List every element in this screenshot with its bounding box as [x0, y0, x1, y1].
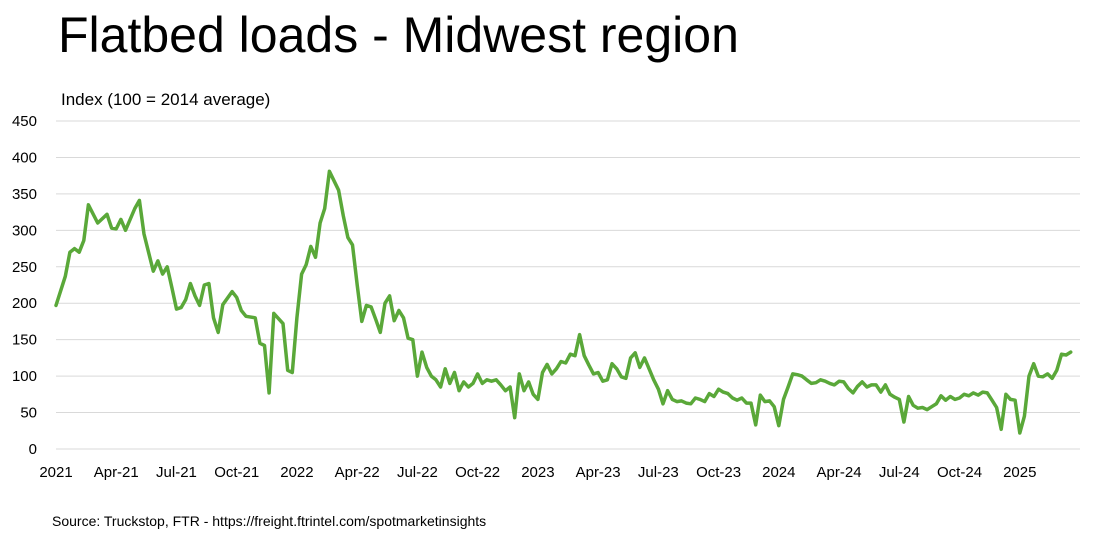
x-tick-label: Jul-24: [879, 464, 920, 481]
x-tick-label: Oct-22: [455, 464, 500, 481]
x-tick-label: Apr-24: [817, 464, 862, 481]
x-axis-ticks: 2021 Apr-21 Jul-21 Oct-21 2022 Apr-22 Jul-22 Oc…: [39, 464, 1036, 481]
y-tick-label: 50: [20, 405, 37, 422]
series-line: [54, 169, 1073, 435]
x-tick-label: 2025: [1003, 464, 1036, 481]
x-tick-label: Apr-22: [335, 464, 380, 481]
x-tick-label: Jul-23: [638, 464, 679, 481]
x-tick-label: 2021: [39, 464, 72, 481]
x-tick-label: Oct-21: [214, 464, 259, 481]
y-tick-label: 350: [12, 186, 37, 203]
y-tick-label: 100: [12, 368, 37, 385]
y-axis-ticks: 0 50 100 150 200 250 300 350 400 450: [12, 113, 37, 458]
x-tick-label: Jul-21: [156, 464, 197, 481]
x-tick-label: 2022: [280, 464, 313, 481]
x-tick-label: Jul-22: [397, 464, 438, 481]
y-tick-label: 200: [12, 295, 37, 312]
x-tick-label: Oct-24: [937, 464, 982, 481]
x-tick-label: 2023: [521, 464, 554, 481]
x-tick-label: Apr-21: [94, 464, 139, 481]
x-tick-label: 2024: [762, 464, 795, 481]
y-tick-label: 450: [12, 113, 37, 130]
y-tick-label: 0: [29, 441, 37, 458]
x-tick-label: Oct-23: [696, 464, 741, 481]
chart-title: Flatbed loads - Midwest region: [58, 7, 739, 63]
source-note: Source: Truckstop, FTR - https://freight…: [52, 513, 487, 529]
y-tick-label: 300: [12, 222, 37, 239]
y-tick-label: 150: [12, 332, 37, 349]
gridlines: [56, 120, 1080, 450]
y-axis-unit-label: Index (100 = 2014 average): [61, 90, 271, 109]
x-tick-label: Apr-23: [576, 464, 621, 481]
y-tick-label: 400: [12, 149, 37, 166]
y-tick-label: 250: [12, 259, 37, 276]
